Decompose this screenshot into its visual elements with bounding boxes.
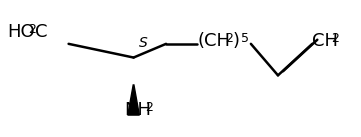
- Text: C: C: [35, 23, 48, 41]
- Polygon shape: [128, 85, 139, 115]
- Text: ): ): [233, 32, 240, 50]
- Text: S: S: [139, 36, 148, 50]
- Text: 2: 2: [331, 32, 339, 45]
- Text: CH: CH: [312, 32, 338, 50]
- Text: 2: 2: [226, 32, 234, 45]
- Text: NH: NH: [125, 101, 152, 119]
- Text: HO: HO: [7, 23, 35, 41]
- Text: 5: 5: [241, 32, 249, 45]
- Text: 2: 2: [145, 101, 153, 114]
- Text: (CH: (CH: [197, 32, 230, 50]
- Text: 2: 2: [28, 23, 36, 36]
